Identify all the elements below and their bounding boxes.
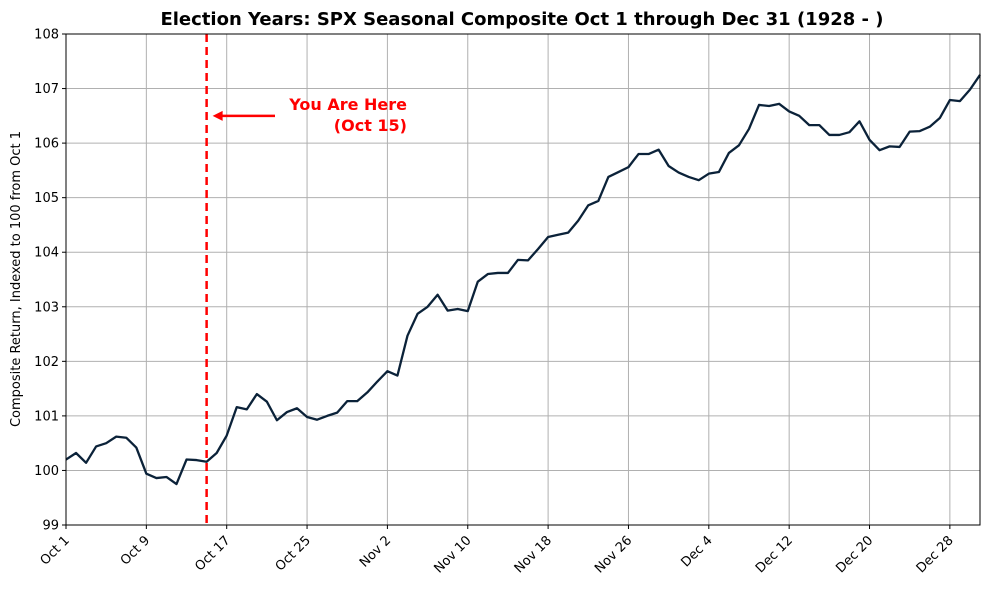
y-tick-label: 101 (34, 409, 59, 424)
annotation-line-1: You Are Here (288, 95, 407, 114)
x-tick-label: Oct 9 (118, 533, 153, 568)
y-tick-label: 104 (34, 246, 59, 261)
x-tick-label: Nov 2 (357, 533, 394, 570)
gridlines (65, 33, 980, 526)
x-tick-label: Dec 20 (833, 533, 876, 576)
annotation-line-2: (Oct 15) (334, 116, 407, 135)
y-tick-label: 105 (34, 191, 59, 206)
y-tick-label: 99 (42, 519, 59, 534)
x-tick-label: Oct 1 (38, 533, 73, 568)
x-axis: Oct 1 Oct 9 Oct 17 Oct 25 Nov 2 Nov 10 Nov 18 N… (38, 525, 957, 576)
plot-frame (65, 33, 981, 526)
y-tick-label: 100 (34, 464, 59, 479)
you-are-here-annotation: You Are Here (Oct 15) (212, 95, 407, 135)
y-tick-label: 106 (34, 137, 59, 152)
y-tick-label: 107 (34, 82, 59, 97)
x-tick-label: Nov 18 (512, 533, 555, 576)
y-tick-label: 103 (34, 300, 59, 315)
x-tick-label: Dec 4 (678, 533, 715, 570)
x-tick-label: Nov 10 (431, 533, 474, 576)
y-tick-label: 102 (34, 355, 59, 370)
series-layer (65, 74, 981, 486)
x-tick-label: Nov 26 (592, 533, 635, 576)
x-tick-label: Dec 28 (914, 533, 957, 576)
x-tick-label: Oct 17 (192, 533, 233, 574)
y-tick-label: 108 (34, 28, 59, 43)
chart-title: Election Years: SPX Seasonal Composite O… (160, 9, 883, 30)
y-axis-label: Composite Return, Indexed to 100 from Oc… (9, 131, 24, 427)
series-line (65, 74, 981, 486)
x-tick-label: Dec 12 (753, 533, 796, 576)
annotation-arrow-head (212, 110, 223, 121)
x-tick-label: Oct 25 (273, 533, 314, 574)
y-axis: 99 100 101 102 103 104 105 106 107 108 (34, 28, 66, 534)
